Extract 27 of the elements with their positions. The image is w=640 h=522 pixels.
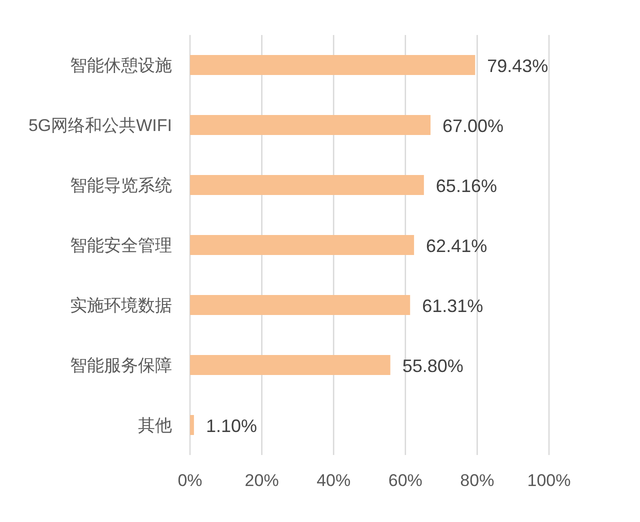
bar xyxy=(190,235,414,255)
data-label: 65.16% xyxy=(436,176,497,196)
x-tick-label: 0% xyxy=(178,471,202,490)
data-label: 1.10% xyxy=(206,416,257,436)
x-tick-label: 40% xyxy=(316,471,351,490)
data-label: 79.43% xyxy=(487,56,548,76)
y-tick-label: 5G网络和公共WIFI xyxy=(28,116,172,135)
bar xyxy=(190,115,431,135)
y-tick-label: 实施环境数据 xyxy=(70,296,172,315)
bar xyxy=(190,355,390,375)
y-tick-label: 智能休憩设施 xyxy=(70,56,172,75)
x-tick-label: 20% xyxy=(244,471,279,490)
data-label: 67.00% xyxy=(442,116,504,136)
data-label: 61.31% xyxy=(422,296,484,316)
data-label: 62.41% xyxy=(426,236,488,256)
x-tick-label: 60% xyxy=(388,471,422,490)
bar xyxy=(190,55,476,75)
bar xyxy=(190,295,410,315)
bar xyxy=(190,415,194,435)
y-tick-label: 智能服务保障 xyxy=(70,356,172,375)
x-tick-label: 80% xyxy=(460,471,494,490)
y-tick-label: 智能安全管理 xyxy=(70,236,172,255)
x-tick-label: 100% xyxy=(527,471,571,490)
bar xyxy=(190,175,424,195)
y-tick-label: 智能导览系统 xyxy=(70,176,172,195)
data-label: 55.80% xyxy=(402,356,464,376)
y-tick-label: 其他 xyxy=(138,416,172,435)
